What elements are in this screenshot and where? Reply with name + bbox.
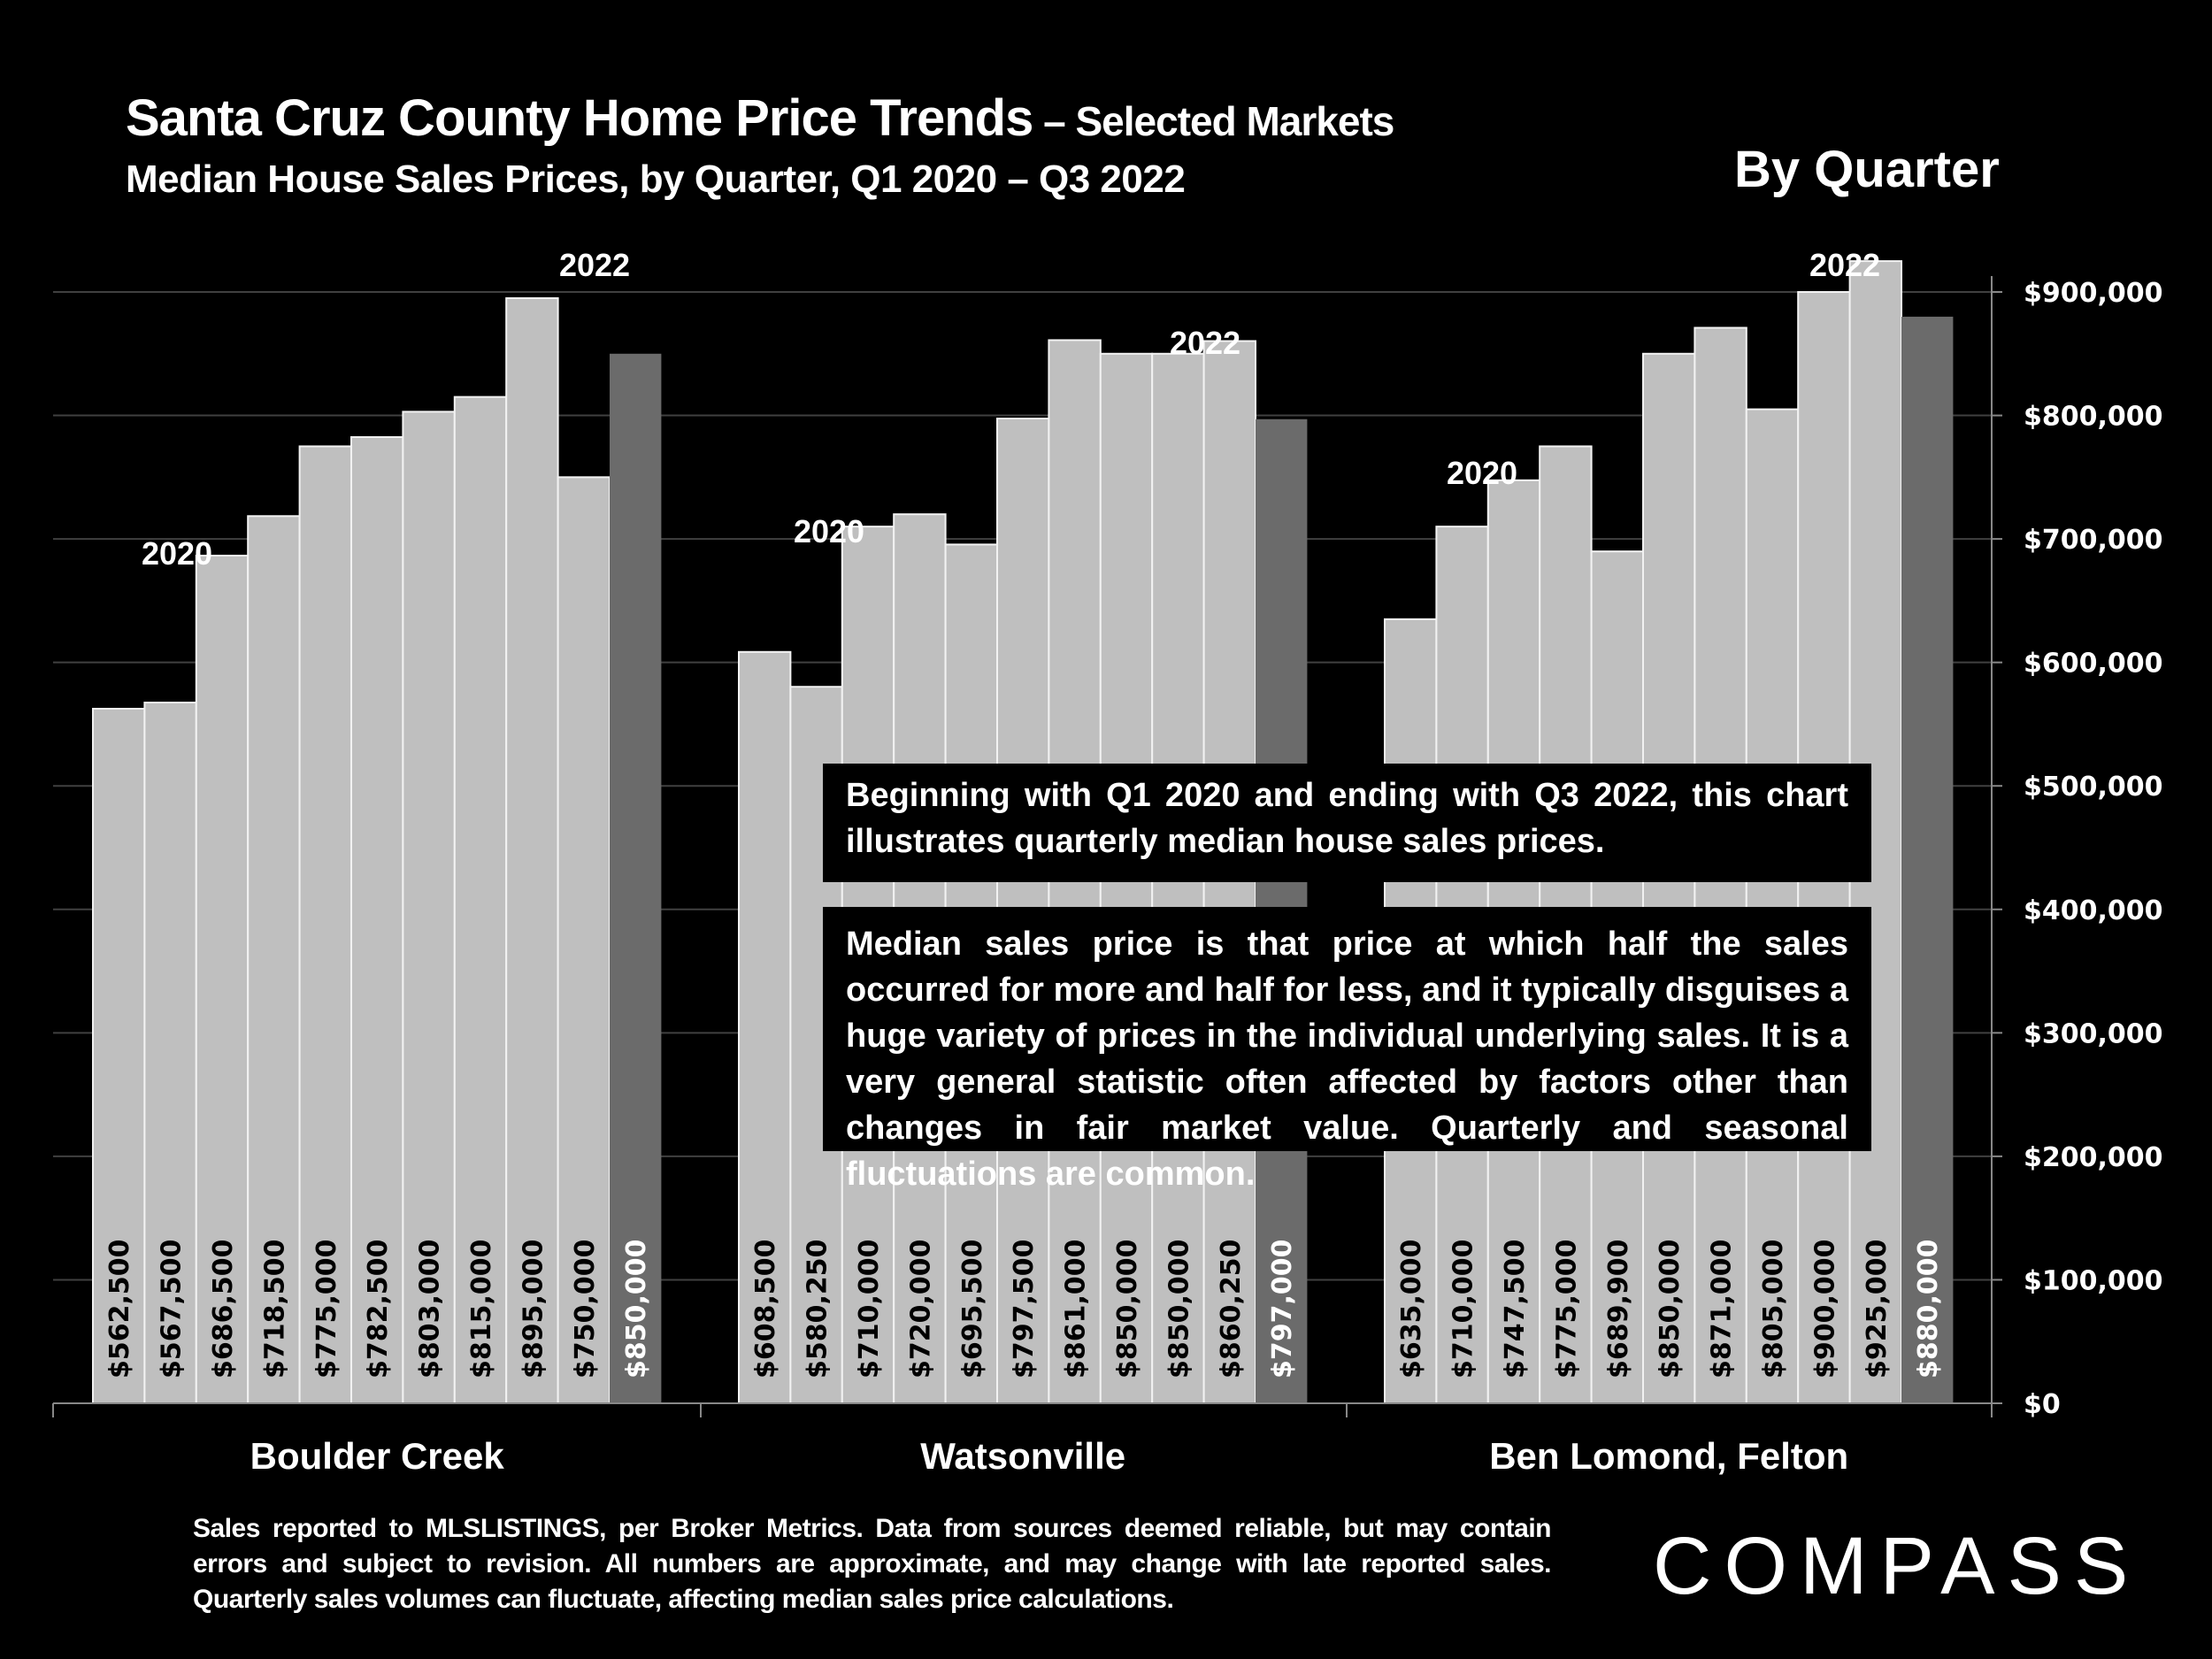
bar-value-label: $782,500 xyxy=(363,1239,394,1379)
bar xyxy=(610,353,662,1403)
year-annotations: 2020 2022 2020 2022 2020 2022 xyxy=(142,247,1880,572)
bar-value-label: $689,900 xyxy=(1603,1239,1634,1379)
footer-disclaimer: Sales reported to MLSLISTINGS, per Broke… xyxy=(193,1514,1552,1614)
bar-value-label: $880,000 xyxy=(1913,1239,1944,1379)
year-annotation: 2020 xyxy=(794,513,864,549)
bar-value-label: $797,500 xyxy=(1009,1239,1040,1379)
y-tick-label: $100,000 xyxy=(2024,1265,2163,1296)
bar xyxy=(143,702,197,1404)
bar-value-label: $895,000 xyxy=(518,1239,549,1379)
bar-value-label: $775,000 xyxy=(1551,1239,1582,1379)
bar-value-label: $635,000 xyxy=(1396,1239,1427,1379)
compass-logo: COMPASS xyxy=(1653,1521,2141,1611)
y-tick-label: $600,000 xyxy=(2024,649,2163,680)
bar-value-label: $608,500 xyxy=(750,1239,781,1379)
bar-value-label: $695,500 xyxy=(957,1239,988,1379)
bar xyxy=(402,411,456,1404)
bar-value-label: $747,500 xyxy=(1500,1239,1531,1379)
bar-value-label: $815,000 xyxy=(466,1239,497,1379)
bar xyxy=(1745,408,1800,1405)
bar-value-label: $925,000 xyxy=(1862,1239,1893,1379)
bar-value-label: $805,000 xyxy=(1758,1239,1789,1379)
year-annotation: 2022 xyxy=(1170,325,1240,361)
bar-value-label: $850,000 xyxy=(1164,1239,1194,1379)
bar xyxy=(738,650,792,1404)
bar xyxy=(298,445,353,1404)
by-quarter-label: By Quarter xyxy=(1734,141,2000,198)
bar xyxy=(195,554,250,1404)
note-box-median-definition: Median sales price is that price at whic… xyxy=(823,907,1871,1193)
bar xyxy=(92,708,146,1404)
category-label: Watsonville xyxy=(920,1435,1125,1477)
y-tick-label: $800,000 xyxy=(2024,402,2163,433)
year-annotation: 2020 xyxy=(142,535,212,572)
year-annotation: 2022 xyxy=(1809,247,1880,283)
chart-title: Santa Cruz County Home Price Trends – Se… xyxy=(126,88,1394,148)
bar-value-label: $850,000 xyxy=(1112,1239,1143,1379)
year-annotation: 2022 xyxy=(559,247,630,283)
bar xyxy=(350,435,404,1404)
bar-value-label: $861,000 xyxy=(1061,1239,1092,1379)
y-axis-labels: $0 $100,000 $200,000 $300,000 $400,000 $500,0… xyxy=(2024,278,2163,1420)
y-tick-label: $900,000 xyxy=(2024,278,2163,309)
year-annotation: 2020 xyxy=(1447,455,1517,491)
bar-value-label: $860,250 xyxy=(1216,1239,1247,1379)
x-axis-labels: Boulder Creek Watsonville Ben Lomond, Felt… xyxy=(250,1435,1849,1477)
bar-value-label: $797,000 xyxy=(1267,1239,1298,1379)
bar xyxy=(505,296,559,1404)
bar-value-label: $850,000 xyxy=(621,1239,652,1379)
y-tick-label: $500,000 xyxy=(2024,772,2163,803)
bar-value-label: $710,000 xyxy=(854,1239,885,1379)
bar xyxy=(453,396,508,1405)
bar-value-label: $718,500 xyxy=(259,1239,290,1379)
bar-value-label: $720,000 xyxy=(905,1239,936,1379)
bar-value-label: $710,000 xyxy=(1448,1239,1479,1379)
y-tick-label: $200,000 xyxy=(2024,1142,2163,1173)
bar xyxy=(247,515,301,1404)
bar-value-label: $750,000 xyxy=(570,1239,601,1379)
bar-value-label: $900,000 xyxy=(1809,1239,1840,1379)
y-tick-label: $400,000 xyxy=(2024,895,2163,926)
bar-value-label: $562,500 xyxy=(104,1239,135,1379)
bar xyxy=(1901,316,1954,1403)
bar-value-label: $803,000 xyxy=(415,1239,446,1379)
bar-value-label: $580,250 xyxy=(803,1239,833,1379)
bar-group-boulder-creek: $562,500 $567,500 $686,500 $718,500 $775,000… xyxy=(92,296,662,1405)
bar-value-label: $686,500 xyxy=(208,1239,239,1379)
axes xyxy=(52,276,1993,1417)
category-label: Boulder Creek xyxy=(250,1435,505,1477)
bar-value-label: $850,000 xyxy=(1655,1239,1686,1379)
y-tick-label: $300,000 xyxy=(2024,1018,2163,1049)
category-label: Ben Lomond, Felton xyxy=(1489,1435,1848,1477)
note-box-intro: Beginning with Q1 2020 and ending with Q… xyxy=(823,764,1871,882)
y-tick-label: $0 xyxy=(2024,1389,2061,1420)
bar-value-label: $871,000 xyxy=(1707,1239,1738,1379)
title-suffix: – Selected Markets xyxy=(1033,98,1394,144)
bar-value-label: $567,500 xyxy=(157,1239,188,1379)
y-tick-label: $700,000 xyxy=(2024,525,2163,556)
chart-subtitle: Median House Sales Prices, by Quarter, Q… xyxy=(126,157,1186,201)
title-main: Santa Cruz County Home Price Trends xyxy=(126,89,1033,147)
bar-value-label: $775,000 xyxy=(311,1239,342,1379)
